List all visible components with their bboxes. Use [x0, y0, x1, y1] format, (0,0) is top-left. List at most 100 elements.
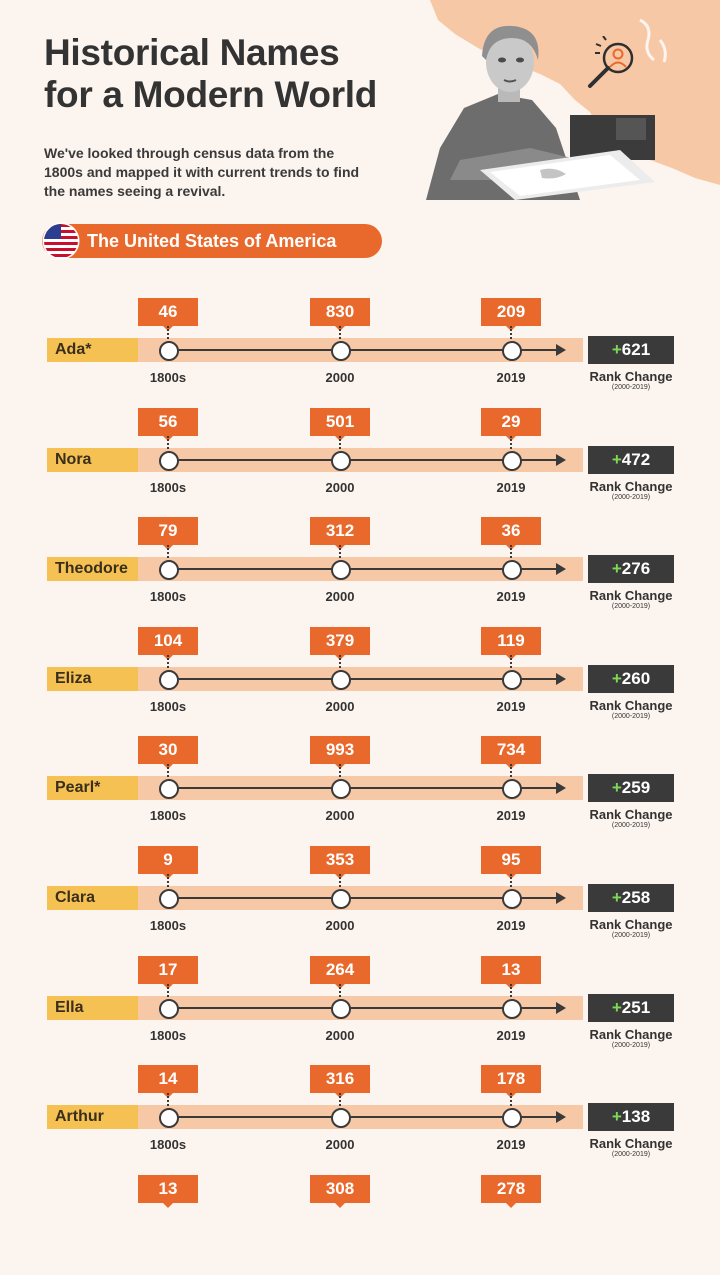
name-label: Clara: [47, 886, 138, 910]
timeline-line: [168, 458, 558, 461]
plus-sign: +: [611, 559, 622, 579]
rank-change-value: +258: [588, 884, 674, 912]
period-label: 2000: [325, 589, 355, 605]
timeline-node: [502, 998, 522, 1019]
timeline-node: [502, 341, 522, 361]
rank-change-label: Rank Change: [589, 369, 673, 384]
table-row: Ella 17 1800s 264 2000 13 2019 +251 Rank Change(…: [0, 955, 720, 1056]
timeline-line: [168, 568, 558, 571]
rank-badge-r2019: 36: [481, 517, 541, 546]
timeline-node: [331, 669, 351, 690]
timeline-node: [159, 450, 179, 471]
rank-badge-r2000: 312: [310, 517, 370, 546]
name-label: Pearl*: [47, 776, 138, 801]
table-row: Eliza 104 1800s 379 2000 119 2019 +260 Rank Chan…: [0, 626, 720, 727]
dotted-connector: [339, 983, 341, 997]
dotted-connector: [167, 435, 169, 449]
page-title: Historical Names for a Modern World: [44, 32, 377, 116]
table-row: Arthur 14 1800s 316 2000 178 2019 +138 Rank Chan…: [0, 1065, 720, 1165]
rank-badge-r2000: 993: [310, 736, 370, 765]
rank-change-period: (2000-2019): [611, 932, 651, 939]
rank-change-value: +251: [588, 993, 674, 1022]
period-label: 1800s: [149, 918, 187, 933]
rank-badge-r2000: 308: [310, 1174, 370, 1203]
timeline-node: [159, 779, 179, 800]
timeline-node: [159, 341, 179, 361]
rank-badge-r2019: 178: [481, 1065, 541, 1094]
rank-change-period: (2000-2019): [611, 493, 651, 501]
rank-change-period: (2000-2019): [611, 603, 651, 611]
plus-sign: +: [611, 888, 622, 907]
timeline-line: [168, 787, 558, 790]
period-label: 2019: [496, 1137, 526, 1153]
timeline-line: [168, 1116, 558, 1119]
period-label: 2019: [496, 918, 526, 933]
badge-pointer: [162, 1201, 174, 1208]
rank-change-label: Rank Change: [589, 917, 673, 932]
name-label: Nora: [47, 447, 138, 472]
dotted-connector: [339, 1093, 341, 1107]
rank-badge-r2000: 264: [310, 955, 370, 984]
period-label: 2000: [325, 698, 355, 714]
dotted-connector: [339, 545, 341, 559]
name-label: Ada*: [47, 338, 138, 362]
period-label: 1800s: [149, 698, 187, 714]
table-row: 13 308 278: [0, 1174, 720, 1275]
period-label: 1800s: [149, 1027, 187, 1043]
dotted-connector: [510, 545, 512, 559]
badge-pointer: [334, 1201, 346, 1208]
rank-change-label: Rank Change: [589, 1026, 673, 1042]
period-label: 2000: [325, 370, 355, 385]
plus-sign: +: [611, 778, 622, 798]
timeline-node: [159, 998, 179, 1019]
timeline-node: [331, 1108, 351, 1129]
period-label: 2019: [496, 479, 526, 495]
country-banner: The United States of America: [42, 222, 382, 260]
rank-badge-r2019: 29: [481, 407, 541, 436]
rank-change-value: +260: [588, 664, 674, 693]
arrow-right-icon: [556, 563, 566, 576]
period-label: 2000: [325, 1137, 355, 1153]
rank-badge-r2019: 278: [481, 1174, 541, 1203]
timeline-node: [331, 998, 351, 1019]
rank-change-label: Rank Change: [589, 807, 673, 823]
rank-badge-r2019: 734: [481, 736, 541, 765]
dotted-connector: [167, 545, 169, 559]
rank-badge-r2019: 119: [481, 626, 541, 655]
period-label: 2019: [496, 698, 526, 714]
title-line-2: for a Modern World: [44, 74, 378, 115]
rank-change-label: Rank Change: [589, 1136, 673, 1152]
name-label: Arthur: [47, 1105, 138, 1130]
rank-change-label: Rank Change: [589, 588, 673, 604]
period-label: 2000: [325, 1027, 355, 1043]
name-label: Ella: [47, 995, 138, 1020]
rank-change-period: (2000-2019): [611, 712, 651, 720]
period-label: 2019: [496, 1027, 526, 1043]
arrow-right-icon: [556, 453, 566, 466]
plus-sign: +: [611, 340, 622, 359]
timeline-node: [502, 779, 522, 800]
dotted-connector: [510, 326, 512, 339]
timeline-node: [331, 889, 351, 909]
rank-badge-r2019: 13: [481, 955, 541, 984]
timeline-node: [502, 889, 522, 909]
arrow-right-icon: [556, 782, 566, 795]
rank-badge-r1800: 56: [138, 407, 198, 436]
rank-change-period: (2000-2019): [611, 822, 651, 830]
dotted-connector: [510, 764, 512, 778]
rank-change-label: Rank Change: [589, 478, 673, 494]
period-label: 2000: [325, 808, 355, 824]
rank-badge-r1800: 46: [138, 298, 198, 326]
name-label: Theodore: [47, 557, 138, 582]
dotted-connector: [167, 654, 169, 668]
timeline-node: [159, 560, 179, 581]
title-line-1: Historical Names: [44, 32, 340, 73]
table-row: Clara 9 1800s 353 2000 95 2019 +258 Rank Change(…: [0, 846, 720, 946]
rank-change-value: +276: [588, 555, 674, 584]
period-label: 1800s: [149, 808, 187, 824]
arrow-right-icon: [556, 1111, 566, 1124]
rank-change-value: +259: [588, 774, 674, 803]
timeline-line: [168, 677, 558, 680]
period-label: 2019: [496, 370, 526, 385]
rank-badge-r2000: 501: [310, 407, 370, 436]
